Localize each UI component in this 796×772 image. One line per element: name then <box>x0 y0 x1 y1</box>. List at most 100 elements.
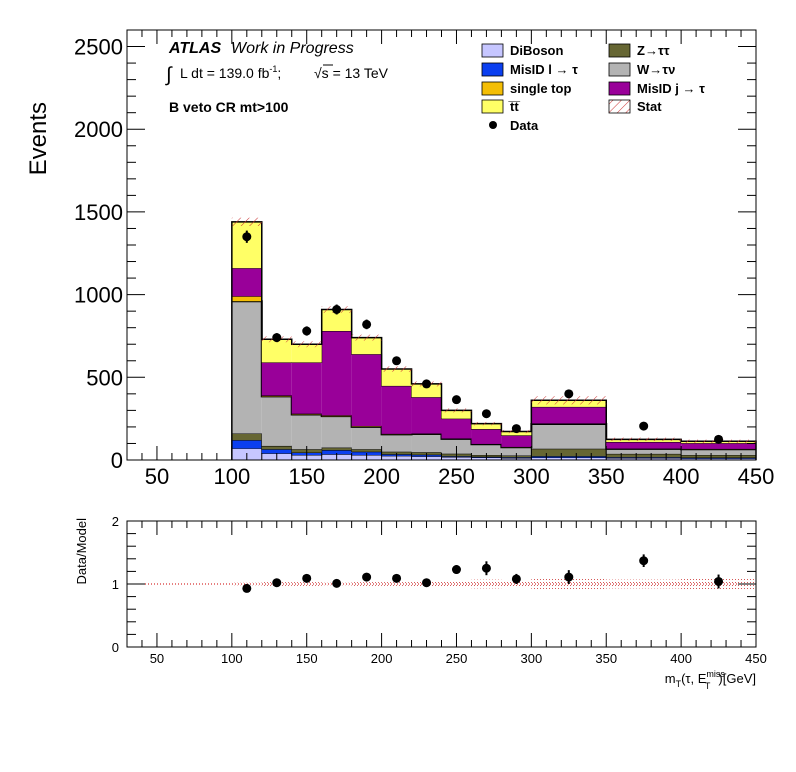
stat-band-bin-8 <box>471 421 502 426</box>
legend-label-wtaunu: W→τν <box>637 62 675 77</box>
bar-misid-j-12 <box>681 443 756 449</box>
bar-w-3 <box>321 416 352 448</box>
ratio-point-10 <box>564 572 574 582</box>
ratio-x-tick-label-7: 400 <box>670 651 692 666</box>
bar-misid-l-0 <box>231 440 262 449</box>
bar-misid-j-11 <box>606 441 682 449</box>
lumi-tail: ; <box>277 65 281 81</box>
bar-w-1 <box>261 396 292 446</box>
x-tick-label-6: 350 <box>588 464 625 489</box>
bar-t-t-6 <box>411 383 442 398</box>
ratio-y-tick-label-0: 0 <box>112 640 119 655</box>
bar-w-11 <box>606 448 682 454</box>
data-point-9 <box>511 424 521 434</box>
xlabel-sub1: T <box>676 679 682 689</box>
legend-swatch-diboson <box>481 43 504 58</box>
bar-w-8 <box>471 444 502 456</box>
legend-swatch-ztautau <box>608 43 631 58</box>
lumi-main: L dt = 139.0 fb <box>180 65 270 81</box>
legend-label-single-top: single top <box>510 81 571 96</box>
ratio-y-axis-title: Data/Model <box>74 518 89 585</box>
ratio-band-bin-5 <box>381 582 412 586</box>
x-tick-label-2: 150 <box>288 464 325 489</box>
ratio-axis-ticks: 50 100 150 200 250 300 350 400 450 0 1 2 <box>112 514 767 666</box>
ratio-x-axis-title: mT(τ, Emiss T)[GeV] <box>665 669 756 691</box>
lumi-integral: ∫ <box>165 64 173 86</box>
status-label: Work in Progress <box>231 40 354 57</box>
bar-w-0 <box>231 301 262 434</box>
stat-band-bin-4 <box>351 334 382 341</box>
data-point-12 <box>714 434 724 444</box>
bar-z-5 <box>381 451 412 455</box>
legend-label-diboson: DiBoson <box>510 43 564 58</box>
bar-w-12 <box>681 449 756 456</box>
ratio-panel: 50 100 150 200 250 300 350 400 450 0 1 2 Data/Model… <box>74 514 767 691</box>
bar-t-t-7 <box>441 410 472 419</box>
legend-swatch-ttbar <box>481 99 504 114</box>
xlabel-sub2: T <box>705 681 711 691</box>
bar-w-2 <box>291 414 322 450</box>
ratio-point-6 <box>422 578 432 588</box>
legend-swatch-misid-jet <box>608 81 631 96</box>
bar-misid-l-1 <box>261 449 292 454</box>
bar-w-6 <box>411 434 442 453</box>
data-point-3 <box>332 305 342 314</box>
bar-misid-j-10 <box>531 406 607 424</box>
ratio-point-3 <box>332 578 342 588</box>
ratio-point-0 <box>242 583 252 593</box>
ratio-band-bin-2 <box>291 582 322 586</box>
legend-label-stat: Stat <box>637 99 662 114</box>
x-tick-label-3: 200 <box>363 464 400 489</box>
ratio-band-bin-4 <box>351 582 382 586</box>
legend-marker-data <box>489 121 497 129</box>
stat-band-bin-5 <box>381 366 412 372</box>
legend: DiBoson MisID l → τ single top t̅t̅ Data… <box>481 43 705 133</box>
bar-diboson-12 <box>681 458 756 460</box>
bar-misid-j-3 <box>321 331 352 416</box>
stat-band-bin-11 <box>606 437 682 441</box>
bar-z-4 <box>351 449 382 452</box>
stat-band-bin-0 <box>231 217 262 226</box>
region-label: B veto CR mt>100 <box>169 99 289 115</box>
legend-label-ttbar: t̅t̅ <box>508 99 520 114</box>
bar-diboson-11 <box>606 458 682 460</box>
bar-t-t-1 <box>261 339 292 363</box>
data-point-8 <box>481 409 491 419</box>
x-tick-label-5: 300 <box>513 464 550 489</box>
data-point-11 <box>639 421 649 431</box>
bar-misid-j-5 <box>381 385 412 434</box>
xlabel-tail: )[GeV] <box>718 671 756 686</box>
bar-z-11 <box>606 453 682 458</box>
data-point-1 <box>272 333 282 343</box>
data-point-0 <box>242 232 252 242</box>
legend-label-misid-jet: MisID j → τ <box>637 81 705 96</box>
stat-band-bin-10 <box>531 396 607 405</box>
y-tick-label-0: 0 <box>111 448 123 473</box>
bar-misid-j-8 <box>471 429 502 444</box>
ratio-y-tick-label-2: 2 <box>112 514 119 529</box>
ratio-x-tick-label-2: 150 <box>296 651 318 666</box>
bar-single-top-0 <box>231 296 262 302</box>
x-tick-label-7: 400 <box>663 464 700 489</box>
data-point-7 <box>451 395 461 405</box>
bar-misid-j-7 <box>441 418 472 439</box>
xlabel-sup: miss <box>706 669 725 679</box>
lumi-label: L dt = 139.0 fb-1; <box>180 64 281 81</box>
bar-misid-j-9 <box>501 435 532 447</box>
bar-z-12 <box>681 455 756 458</box>
bar-t-t-3 <box>321 309 352 331</box>
bar-z-10 <box>531 448 607 457</box>
legend-label-misid-lep: MisID l → τ <box>510 62 578 77</box>
ratio-y-tick-label-1: 1 <box>112 577 119 592</box>
ratio-x-tick-label-3: 200 <box>371 651 393 666</box>
bar-t-t-0 <box>231 221 262 269</box>
ratio-x-tick-label-6: 350 <box>595 651 617 666</box>
sqrt-s-label: √s = 13 TeV <box>314 65 389 81</box>
ratio-points <box>242 554 724 593</box>
y-tick-label-4: 2000 <box>74 117 123 142</box>
ratio-x-tick-label-8: 450 <box>745 651 767 666</box>
legend-label-data: Data <box>510 118 539 133</box>
bar-misid-j-0 <box>231 268 262 297</box>
bar-misid-j-1 <box>261 362 292 396</box>
lumi-sup: -1 <box>269 64 277 74</box>
